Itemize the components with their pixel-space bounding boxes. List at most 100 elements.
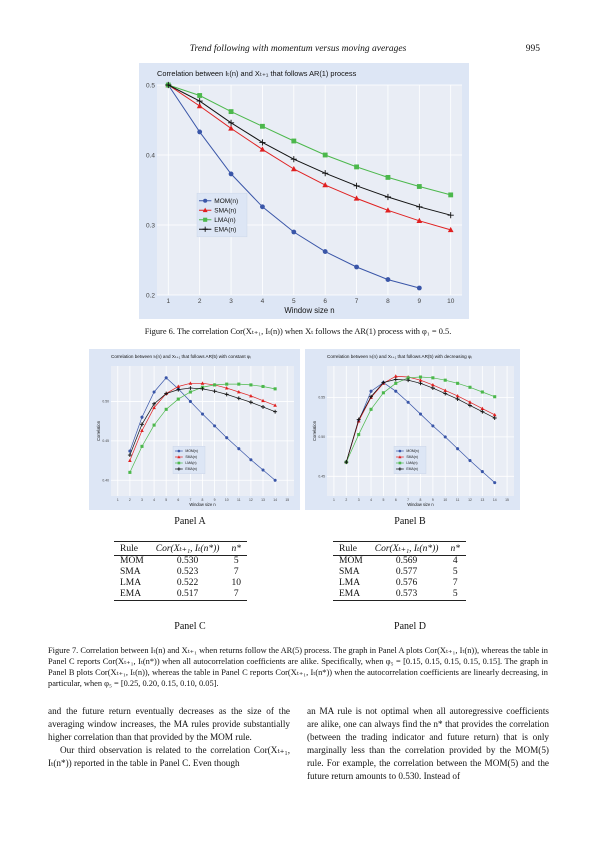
y-tick-label: 0.5 xyxy=(146,82,155,89)
lma-point xyxy=(128,470,132,474)
legend-label-ema: EMA(n) xyxy=(406,467,418,471)
panel-a-label: Panel A xyxy=(174,516,206,527)
x-tick-label: 5 xyxy=(382,498,384,502)
lma-point xyxy=(354,164,359,170)
lma-point xyxy=(225,382,229,386)
header-n-star: n* xyxy=(444,541,466,556)
mom-point xyxy=(197,129,203,135)
table-row: EMA 0.573 5 xyxy=(333,589,466,601)
mom-point xyxy=(406,400,410,404)
table-cell: SMA xyxy=(120,567,141,577)
figure7-caption: Figure 7. Correlation between Iₜ(n) and … xyxy=(48,646,548,688)
lma-point xyxy=(398,461,402,465)
body-left-column: and the future return eventually decreas… xyxy=(48,705,290,770)
lma-point xyxy=(406,376,410,380)
panel-d-rows: MOM 0.569 4 SMA 0.577 5 LMA 0.576 7 EMA 0.573 5 xyxy=(333,556,466,601)
ema-point xyxy=(418,381,423,386)
lma-point xyxy=(176,397,180,401)
table-row: EMA 0.517 7 xyxy=(114,589,247,601)
sma-point xyxy=(236,390,241,394)
ema-point xyxy=(353,182,360,189)
series-line-sma xyxy=(168,84,451,231)
panel-c-rows: MOM 0.530 5 SMA 0.523 7 LMA 0.522 10 EMA 0.517 7 xyxy=(114,556,247,601)
ema-point xyxy=(227,119,235,126)
mom-point xyxy=(260,204,265,210)
mom-point xyxy=(203,198,208,203)
table-cell: LMA xyxy=(120,578,142,588)
mom-point xyxy=(443,435,447,439)
ema-point xyxy=(393,377,398,382)
mom-point xyxy=(164,376,168,380)
ema-point xyxy=(443,391,448,396)
mom-point xyxy=(493,481,497,485)
lma-point xyxy=(152,423,156,427)
ema-point xyxy=(455,397,460,402)
x-tick-label: 4 xyxy=(153,498,155,502)
mom-point xyxy=(140,415,144,419)
mom-point xyxy=(225,436,229,440)
lma-point xyxy=(456,381,460,385)
ema-point xyxy=(176,387,181,392)
mom-point xyxy=(213,424,217,428)
body-right-paragraph: an MA rule is not optimal when all autor… xyxy=(307,706,549,781)
table-header-row: Rule Cor(Xₜ₊₁, Iₜ(n*)) n* xyxy=(114,541,247,556)
mom-point xyxy=(456,447,460,451)
x-tick-label: 6 xyxy=(177,498,179,502)
chart-title: Correlation between Iₜ(n) and Xₜ₊₁ that … xyxy=(327,354,472,359)
mom-point xyxy=(273,478,277,482)
mom-point xyxy=(322,249,328,255)
y-tick-label: 0.4 xyxy=(146,152,155,159)
mom-point xyxy=(261,468,265,472)
ema-point xyxy=(177,467,181,471)
ema-point xyxy=(406,378,411,383)
figure6-chart: Correlation between Iₜ(n) and Xₜ₊₁ that … xyxy=(139,63,469,319)
mom-point xyxy=(431,424,435,428)
table-cell: EMA xyxy=(114,589,150,601)
ema-point xyxy=(248,400,253,405)
table-cell: MOM xyxy=(120,556,144,566)
lma-point xyxy=(164,407,168,411)
x-tick-label: 14 xyxy=(273,498,277,502)
x-tick-label: 13 xyxy=(261,498,265,502)
mom-point xyxy=(468,459,472,463)
x-tick-label: 8 xyxy=(386,298,390,305)
legend-label-mom: MOM(n) xyxy=(185,449,197,453)
figure7-panel-a-chart: Correlation between Iₜ(n) and Xₜ₊₁ that … xyxy=(89,349,300,510)
table-cell: LMA xyxy=(339,578,361,588)
legend-label-lma: LMA(n) xyxy=(214,217,235,224)
x-tick-label: 6 xyxy=(323,298,327,305)
x-tick-label: 4 xyxy=(370,498,372,502)
lma-point xyxy=(203,217,208,222)
ema-point xyxy=(468,403,472,408)
ema-point xyxy=(398,467,402,471)
x-tick-label: 1 xyxy=(333,498,335,502)
sma-point xyxy=(455,393,460,398)
sma-point xyxy=(188,381,193,385)
legend-label-mom: MOM(n) xyxy=(406,449,418,453)
table-cell: 5 xyxy=(444,589,466,601)
sma-point xyxy=(393,374,398,378)
ema-point xyxy=(369,394,373,399)
ema-point xyxy=(164,391,169,396)
y-tick-label: 0.50 xyxy=(318,435,325,439)
mom-point xyxy=(249,458,253,462)
sma-point xyxy=(398,455,402,459)
mom-point xyxy=(152,390,156,394)
x-axis-label: Window size n xyxy=(284,306,334,315)
sma-point xyxy=(200,381,205,385)
header-rule: Rule xyxy=(333,541,369,556)
figure6-caption: Figure 6. The correlation Cor(Xₜ₊₁, Iₜ(n… xyxy=(144,327,452,336)
mom-point xyxy=(128,449,132,453)
sma-point xyxy=(177,455,181,459)
header-correlation: Cor(Xₜ₊₁, Iₜ(n*)) xyxy=(368,541,445,556)
ema-point xyxy=(212,389,217,394)
mom-point xyxy=(291,229,297,235)
lma-point xyxy=(249,383,253,387)
series-line-lma xyxy=(168,84,451,196)
x-tick-label: 8 xyxy=(420,498,422,502)
sma-point xyxy=(447,226,454,233)
ema-point xyxy=(200,386,205,391)
x-tick-label: 8 xyxy=(202,498,204,502)
legend-label-sma: SMA(n) xyxy=(185,455,197,459)
ema-point xyxy=(416,203,423,210)
